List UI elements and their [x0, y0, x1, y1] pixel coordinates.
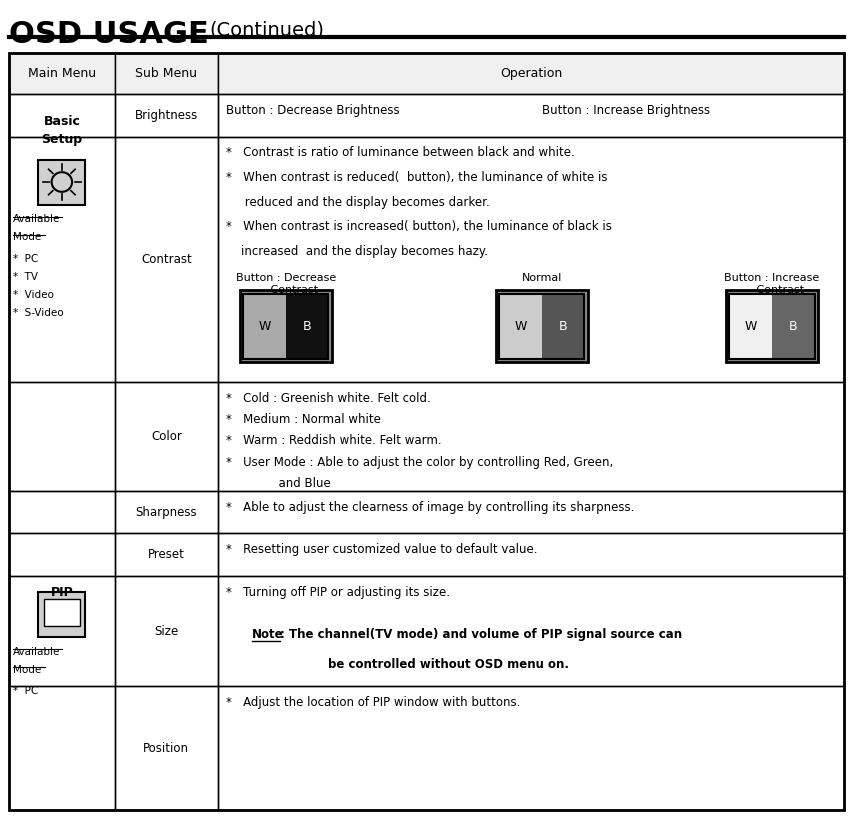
Bar [541, 294, 584, 359]
Text: *  PC: * PC [13, 254, 38, 263]
Text: Note: Note [251, 628, 283, 641]
Text: *  S-Video: * S-Video [13, 308, 63, 317]
Text: : The channel(TV mode) and volume of PIP signal source can: : The channel(TV mode) and volume of PIP… [279, 628, 681, 641]
Text: be controlled without OSD menu on.: be controlled without OSD menu on. [328, 658, 569, 671]
Bar [725, 290, 817, 362]
Text: *   Turning off PIP or adjusting its size.: * Turning off PIP or adjusting its size. [226, 586, 450, 599]
Bar [115, 94, 217, 137]
Text: Setup: Setup [41, 133, 83, 146]
Bar [43, 599, 80, 626]
Text: Available: Available [13, 214, 60, 224]
Text: Preset: Preset [147, 548, 185, 561]
Text: (Continued): (Continued) [209, 20, 324, 39]
Bar [243, 294, 285, 359]
Text: *   Cold : Greenish white. Felt cold.: * Cold : Greenish white. Felt cold. [226, 392, 430, 405]
Text: PIP: PIP [50, 586, 73, 599]
Text: *  Video: * Video [13, 290, 54, 299]
Text: Normal: Normal [521, 273, 561, 283]
Bar [217, 491, 843, 533]
Text: W: W [258, 320, 270, 333]
Bar [217, 94, 843, 137]
Text: Color: Color [151, 430, 181, 443]
Bar [38, 592, 85, 637]
Text: *   Able to adjust the clearness of image by controlling its sharpness.: * Able to adjust the clearness of image … [226, 501, 634, 514]
Text: *   Warm : Reddish white. Felt warm.: * Warm : Reddish white. Felt warm. [226, 434, 441, 447]
Text: W: W [744, 320, 756, 333]
Bar [217, 533, 843, 576]
Text: Sharpness: Sharpness [135, 506, 197, 519]
Text: increased  and the display becomes hazy.: increased and the display becomes hazy. [226, 245, 487, 258]
Text: Sub Menu: Sub Menu [135, 67, 197, 80]
Bar [498, 294, 584, 359]
Text: reduced and the display becomes darker.: reduced and the display becomes darker. [226, 196, 489, 209]
Text: *   Adjust the location of PIP window with buttons.: * Adjust the location of PIP window with… [226, 696, 520, 709]
Text: Operation: Operation [499, 67, 561, 80]
Bar [115, 137, 217, 382]
Text: B: B [788, 320, 797, 333]
Text: W: W [514, 320, 526, 333]
Text: Size: Size [154, 625, 178, 637]
Bar [115, 491, 217, 533]
Bar [9, 576, 115, 686]
Bar [38, 160, 85, 204]
Text: *   When contrast is increased( button), the luminance of black is: * When contrast is increased( button), t… [226, 220, 611, 233]
Bar [9, 491, 115, 533]
Text: Mode: Mode [13, 232, 41, 242]
Bar [115, 576, 217, 686]
Text: *   Resetting user customized value to default value.: * Resetting user customized value to def… [226, 543, 537, 556]
Text: Button : Increase
     Contrast: Button : Increase Contrast [723, 273, 819, 294]
Bar [285, 294, 328, 359]
Bar [728, 294, 814, 359]
Bar [115, 53, 217, 94]
Bar [217, 686, 843, 810]
Bar [9, 94, 115, 137]
Bar [495, 290, 587, 362]
Bar [217, 137, 843, 382]
Bar [243, 294, 328, 359]
Bar [9, 686, 115, 810]
Bar [9, 53, 115, 94]
Text: Mode: Mode [13, 665, 41, 675]
Text: Available: Available [13, 647, 60, 657]
Text: *   When contrast is reduced(  button), the luminance of white is: * When contrast is reduced( button), the… [226, 171, 607, 184]
Text: *  PC: * PC [13, 686, 38, 696]
Bar [498, 294, 541, 359]
Bar [239, 290, 331, 362]
Bar [217, 576, 843, 686]
Text: OSD USAGE: OSD USAGE [9, 20, 208, 49]
Bar [217, 382, 843, 491]
Text: B: B [558, 320, 567, 333]
Text: Brightness: Brightness [135, 109, 198, 122]
Bar [728, 294, 771, 359]
Bar [9, 382, 115, 491]
Text: Button : Decrease Brightness: Button : Decrease Brightness [226, 104, 400, 117]
Bar [9, 533, 115, 576]
Text: *   Contrast is ratio of luminance between black and white.: * Contrast is ratio of luminance between… [226, 146, 574, 160]
Text: *   Medium : Normal white: * Medium : Normal white [226, 413, 381, 426]
Bar [115, 533, 217, 576]
Bar [115, 382, 217, 491]
Text: Button : Decrease
     Contrast: Button : Decrease Contrast [235, 273, 336, 294]
Text: B: B [302, 320, 311, 333]
Text: Main Menu: Main Menu [28, 67, 95, 80]
Text: Button : Increase Brightness: Button : Increase Brightness [541, 104, 709, 117]
Text: *  TV: * TV [13, 272, 37, 281]
Bar [217, 53, 843, 94]
Text: *   User Mode : Able to adjust the color by controlling Red, Green,: * User Mode : Able to adjust the color b… [226, 456, 613, 469]
Text: Basic: Basic [43, 115, 80, 128]
Text: Position: Position [143, 742, 189, 754]
Text: and Blue: and Blue [226, 477, 331, 490]
Bar [115, 686, 217, 810]
Text: Contrast: Contrast [141, 253, 192, 266]
Bar [771, 294, 814, 359]
Bar [9, 137, 115, 382]
